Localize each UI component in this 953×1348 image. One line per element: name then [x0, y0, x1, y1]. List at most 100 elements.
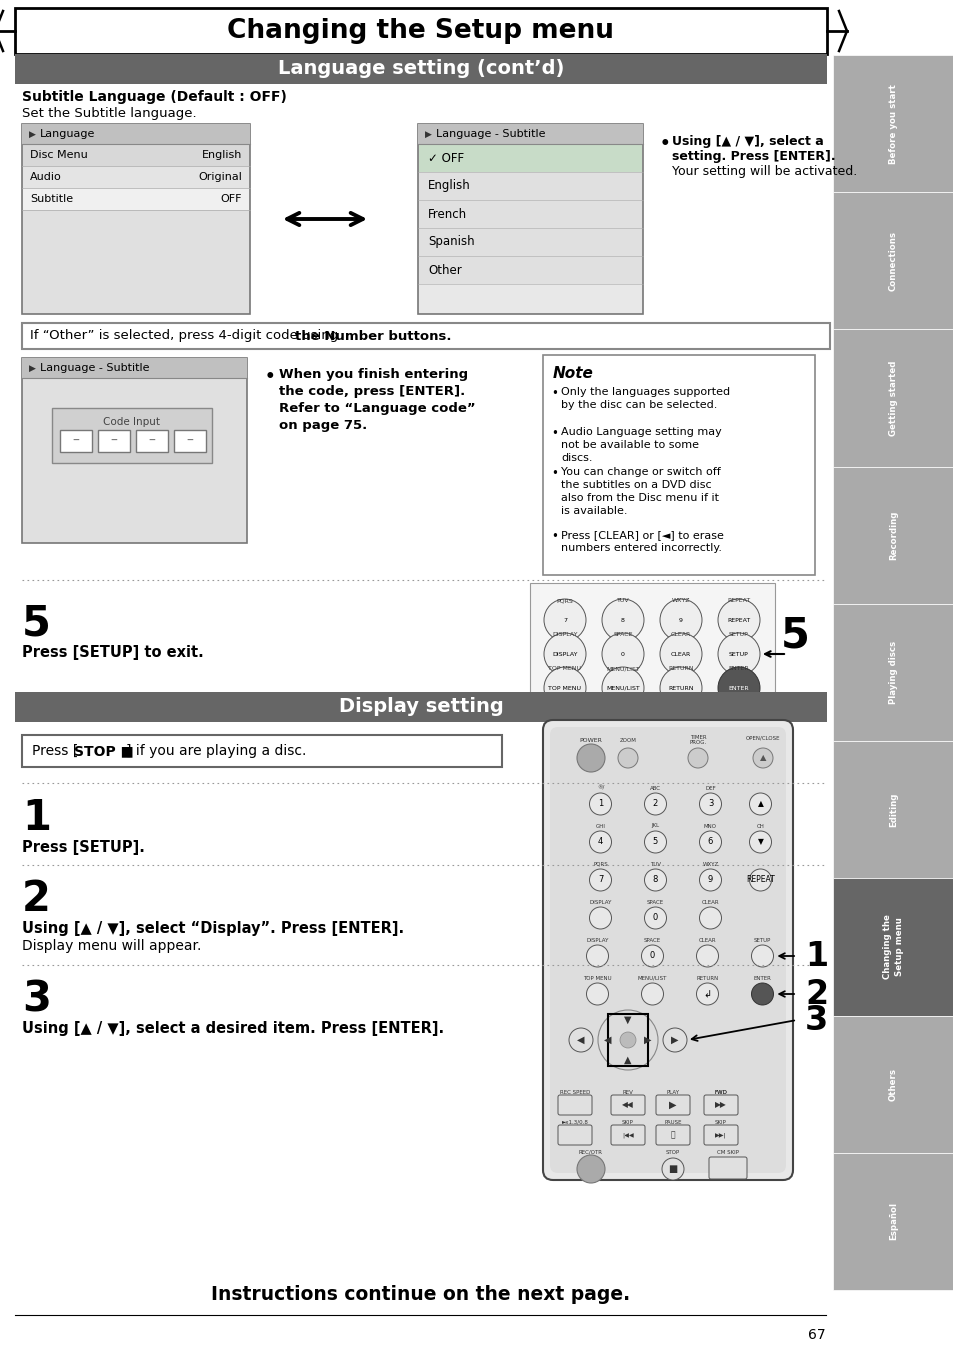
Text: STOP ■: STOP ■	[74, 744, 133, 758]
Circle shape	[543, 667, 585, 709]
FancyBboxPatch shape	[832, 329, 953, 466]
Text: TOP MENU: TOP MENU	[548, 666, 581, 671]
Text: by the disc can be selected.: by the disc can be selected.	[560, 400, 717, 410]
Text: English: English	[201, 150, 242, 160]
Text: Subtitle: Subtitle	[30, 194, 73, 204]
Text: ▶: ▶	[29, 129, 36, 139]
FancyBboxPatch shape	[832, 466, 953, 604]
Text: ◀: ◀	[603, 1035, 611, 1045]
Circle shape	[659, 634, 701, 675]
Text: •: •	[551, 530, 558, 543]
Text: REPEAT: REPEAT	[745, 875, 774, 884]
FancyBboxPatch shape	[542, 720, 792, 1180]
Text: –: –	[187, 434, 193, 448]
Circle shape	[718, 667, 760, 709]
Text: CLEAR: CLEAR	[670, 632, 690, 638]
Circle shape	[644, 793, 666, 816]
Text: also from the Disc menu if it: also from the Disc menu if it	[560, 493, 719, 503]
Text: MNO: MNO	[703, 824, 717, 829]
FancyBboxPatch shape	[832, 741, 953, 879]
Text: English: English	[428, 179, 470, 193]
FancyBboxPatch shape	[136, 430, 168, 452]
Text: Audio Language setting may: Audio Language setting may	[560, 427, 721, 437]
FancyBboxPatch shape	[558, 1126, 592, 1144]
Text: numbers entered incorrectly.: numbers entered incorrectly.	[560, 543, 721, 553]
Text: ⏸: ⏸	[670, 1131, 675, 1139]
Text: Original: Original	[198, 173, 242, 182]
Circle shape	[543, 634, 585, 675]
Text: 2: 2	[804, 977, 827, 1011]
Text: Press [SETUP].: Press [SETUP].	[22, 840, 145, 855]
Text: Display setting: Display setting	[338, 697, 503, 717]
Text: When you finish entering: When you finish entering	[278, 368, 468, 381]
Text: ▶: ▶	[643, 1035, 651, 1045]
FancyBboxPatch shape	[52, 408, 212, 462]
Text: RETURN: RETURN	[667, 666, 693, 671]
FancyBboxPatch shape	[22, 124, 250, 144]
Circle shape	[598, 1010, 658, 1070]
Text: Press [: Press [	[32, 744, 78, 758]
Text: 1: 1	[22, 797, 51, 838]
Circle shape	[699, 793, 720, 816]
Text: Display menu will appear.: Display menu will appear.	[22, 940, 201, 953]
Circle shape	[749, 793, 771, 816]
FancyBboxPatch shape	[22, 735, 501, 767]
FancyBboxPatch shape	[832, 193, 953, 329]
Text: DISPLAY: DISPLAY	[589, 899, 611, 905]
Text: ENTER: ENTER	[728, 686, 748, 690]
Text: FWD: FWD	[714, 1089, 727, 1095]
FancyBboxPatch shape	[550, 727, 785, 1173]
FancyBboxPatch shape	[98, 430, 130, 452]
Text: You can change or switch off: You can change or switch off	[560, 466, 720, 477]
Circle shape	[661, 1158, 683, 1180]
Text: FWD: FWD	[714, 1089, 727, 1095]
Circle shape	[577, 1155, 604, 1184]
FancyBboxPatch shape	[610, 1095, 644, 1115]
Text: 67: 67	[807, 1328, 825, 1343]
Circle shape	[662, 1029, 686, 1051]
FancyBboxPatch shape	[656, 1126, 689, 1144]
Text: •: •	[551, 466, 558, 480]
Circle shape	[718, 599, 760, 642]
Text: PQRS: PQRS	[593, 861, 607, 867]
Circle shape	[618, 748, 638, 768]
Text: WXYZ: WXYZ	[671, 599, 690, 604]
Text: 3: 3	[804, 1003, 827, 1037]
FancyBboxPatch shape	[832, 55, 953, 193]
Text: REPEAT: REPEAT	[726, 617, 750, 623]
Text: Other: Other	[428, 263, 461, 276]
Text: Note: Note	[553, 365, 594, 380]
Text: TUV: TUV	[649, 861, 660, 867]
Text: TOP MENU: TOP MENU	[548, 686, 581, 690]
FancyBboxPatch shape	[23, 144, 249, 166]
FancyBboxPatch shape	[23, 166, 249, 187]
Text: Getting started: Getting started	[888, 360, 897, 435]
Text: SETUP: SETUP	[753, 937, 770, 942]
Text: 5: 5	[780, 615, 808, 656]
Text: Before you start: Before you start	[888, 84, 897, 163]
Circle shape	[644, 869, 666, 891]
Text: Language - Subtitle: Language - Subtitle	[436, 129, 545, 139]
Text: ▼: ▼	[623, 1015, 631, 1024]
Circle shape	[586, 983, 608, 1006]
FancyBboxPatch shape	[530, 582, 774, 698]
FancyBboxPatch shape	[832, 604, 953, 741]
Circle shape	[601, 599, 643, 642]
Text: Español: Español	[888, 1202, 897, 1240]
Text: POWER: POWER	[579, 737, 601, 743]
Text: 0: 0	[652, 914, 658, 922]
Text: the subtitles on a DVD disc: the subtitles on a DVD disc	[560, 480, 711, 491]
FancyBboxPatch shape	[418, 144, 641, 173]
Text: DEF: DEF	[704, 786, 715, 790]
Text: SPACE: SPACE	[646, 899, 663, 905]
Text: ▲: ▲	[623, 1055, 631, 1065]
Text: ▲: ▲	[759, 754, 765, 763]
Text: the Number buttons.: the Number buttons.	[294, 329, 451, 342]
Text: If “Other” is selected, press 4-digit code using: If “Other” is selected, press 4-digit co…	[30, 329, 342, 342]
FancyBboxPatch shape	[22, 359, 247, 377]
Text: Refer to “Language code”: Refer to “Language code”	[278, 402, 476, 415]
Text: DISPLAY: DISPLAY	[552, 632, 578, 638]
Text: Using [▲ / ▼], select a: Using [▲ / ▼], select a	[671, 135, 822, 148]
Text: –: –	[149, 434, 155, 448]
Text: ▶: ▶	[671, 1035, 678, 1045]
